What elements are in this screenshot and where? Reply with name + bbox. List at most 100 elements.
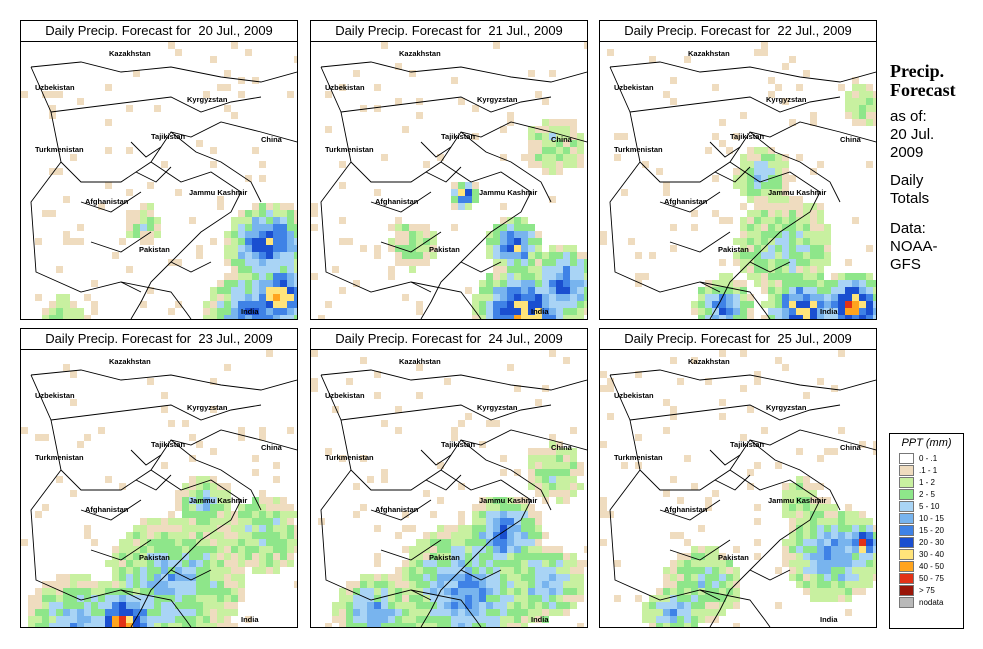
precip-cell bbox=[224, 574, 231, 581]
precip-cell bbox=[817, 266, 824, 273]
precip-cell bbox=[28, 623, 35, 627]
precip-cell bbox=[189, 476, 196, 483]
precip-cell bbox=[556, 315, 563, 319]
precip-cell bbox=[353, 70, 360, 77]
precip-cell bbox=[402, 595, 409, 602]
precip-cell bbox=[238, 210, 245, 217]
precip-cell bbox=[831, 385, 838, 392]
precip-cell bbox=[712, 595, 719, 602]
precip-cell bbox=[789, 175, 796, 182]
precip-cell bbox=[465, 616, 472, 623]
precip-cell bbox=[719, 301, 726, 308]
precip-cell bbox=[224, 231, 231, 238]
precip-cell bbox=[486, 574, 493, 581]
precip-cell bbox=[259, 252, 266, 259]
precip-cell bbox=[465, 581, 472, 588]
precip-cell bbox=[733, 133, 740, 140]
precip-cell bbox=[817, 546, 824, 553]
precip-cell bbox=[824, 567, 831, 574]
precip-cell bbox=[845, 525, 852, 532]
precip-cell bbox=[217, 203, 224, 210]
precip-cell bbox=[332, 602, 339, 609]
precip-cell bbox=[238, 273, 245, 280]
precip-cell bbox=[782, 539, 789, 546]
precip-cell bbox=[409, 602, 416, 609]
map-label-jammu-kashmir: Jammu Kashmir bbox=[768, 188, 826, 197]
precip-cell bbox=[49, 210, 56, 217]
precip-cell bbox=[416, 539, 423, 546]
precip-cell bbox=[810, 567, 817, 574]
precip-cell bbox=[486, 497, 493, 504]
precip-cell bbox=[238, 77, 245, 84]
precip-cell bbox=[98, 595, 105, 602]
precip-cell bbox=[175, 504, 182, 511]
precip-cell bbox=[691, 602, 698, 609]
precip-cell bbox=[528, 588, 535, 595]
precip-cell bbox=[782, 203, 789, 210]
precip-cell bbox=[493, 616, 500, 623]
precip-cell bbox=[35, 511, 42, 518]
precip-cell bbox=[563, 357, 570, 364]
precip-cell bbox=[423, 224, 430, 231]
map-label-china: China bbox=[261, 443, 283, 452]
precip-cell bbox=[140, 525, 147, 532]
precip-cell bbox=[266, 217, 273, 224]
precip-cell bbox=[451, 546, 458, 553]
forecast-panel-3: Daily Precip. Forecast for 22 Jul., 2009… bbox=[599, 20, 877, 320]
precip-cell bbox=[500, 525, 507, 532]
precip-cell bbox=[670, 602, 677, 609]
precip-cell bbox=[866, 532, 873, 539]
precip-cell bbox=[437, 532, 444, 539]
precip-cell bbox=[147, 560, 154, 567]
precip-cell bbox=[535, 609, 542, 616]
precip-cell bbox=[507, 567, 514, 574]
precip-cell bbox=[77, 595, 84, 602]
precip-cell bbox=[465, 595, 472, 602]
precip-cell bbox=[824, 252, 831, 259]
precip-cell bbox=[273, 511, 280, 518]
precip-cell bbox=[817, 525, 824, 532]
precip-cell bbox=[42, 623, 49, 627]
precip-cell bbox=[287, 210, 294, 217]
precip-cell bbox=[831, 294, 838, 301]
precip-cell bbox=[49, 581, 56, 588]
precip-cell bbox=[465, 574, 472, 581]
precip-cell bbox=[768, 224, 775, 231]
precip-cell bbox=[56, 476, 63, 483]
precip-cell bbox=[549, 196, 556, 203]
precip-cell bbox=[168, 539, 175, 546]
map-label-afghanistan: Afghanistan bbox=[375, 197, 419, 206]
precip-cell bbox=[210, 301, 217, 308]
precip-cell bbox=[507, 224, 514, 231]
border-line bbox=[170, 131, 262, 203]
precip-cell bbox=[479, 602, 486, 609]
map-label-india: India bbox=[531, 615, 549, 624]
precip-cell bbox=[528, 147, 535, 154]
precip-cell bbox=[761, 427, 768, 434]
precip-cell bbox=[500, 511, 507, 518]
precip-cell bbox=[266, 308, 273, 315]
precip-cell bbox=[824, 315, 831, 319]
precip-cell bbox=[189, 567, 196, 574]
precip-cell bbox=[105, 588, 112, 595]
precip-cell bbox=[542, 147, 549, 154]
precip-cell bbox=[768, 280, 775, 287]
precip-cell bbox=[126, 231, 133, 238]
precip-cell bbox=[259, 210, 266, 217]
precip-cell bbox=[549, 546, 556, 553]
precip-cell bbox=[796, 476, 803, 483]
precip-cell bbox=[796, 504, 803, 511]
precip-cell bbox=[761, 315, 768, 319]
precip-cell bbox=[677, 581, 684, 588]
precip-cell bbox=[287, 266, 294, 273]
precip-cell bbox=[238, 315, 245, 319]
precip-cell bbox=[803, 238, 810, 245]
precip-cell bbox=[381, 602, 388, 609]
precip-cell bbox=[105, 602, 112, 609]
precip-cell bbox=[339, 609, 346, 616]
border-line bbox=[320, 161, 482, 319]
precip-cell bbox=[332, 616, 339, 623]
precip-cell bbox=[294, 287, 297, 294]
precip-cell bbox=[465, 609, 472, 616]
precip-cell bbox=[528, 462, 535, 469]
